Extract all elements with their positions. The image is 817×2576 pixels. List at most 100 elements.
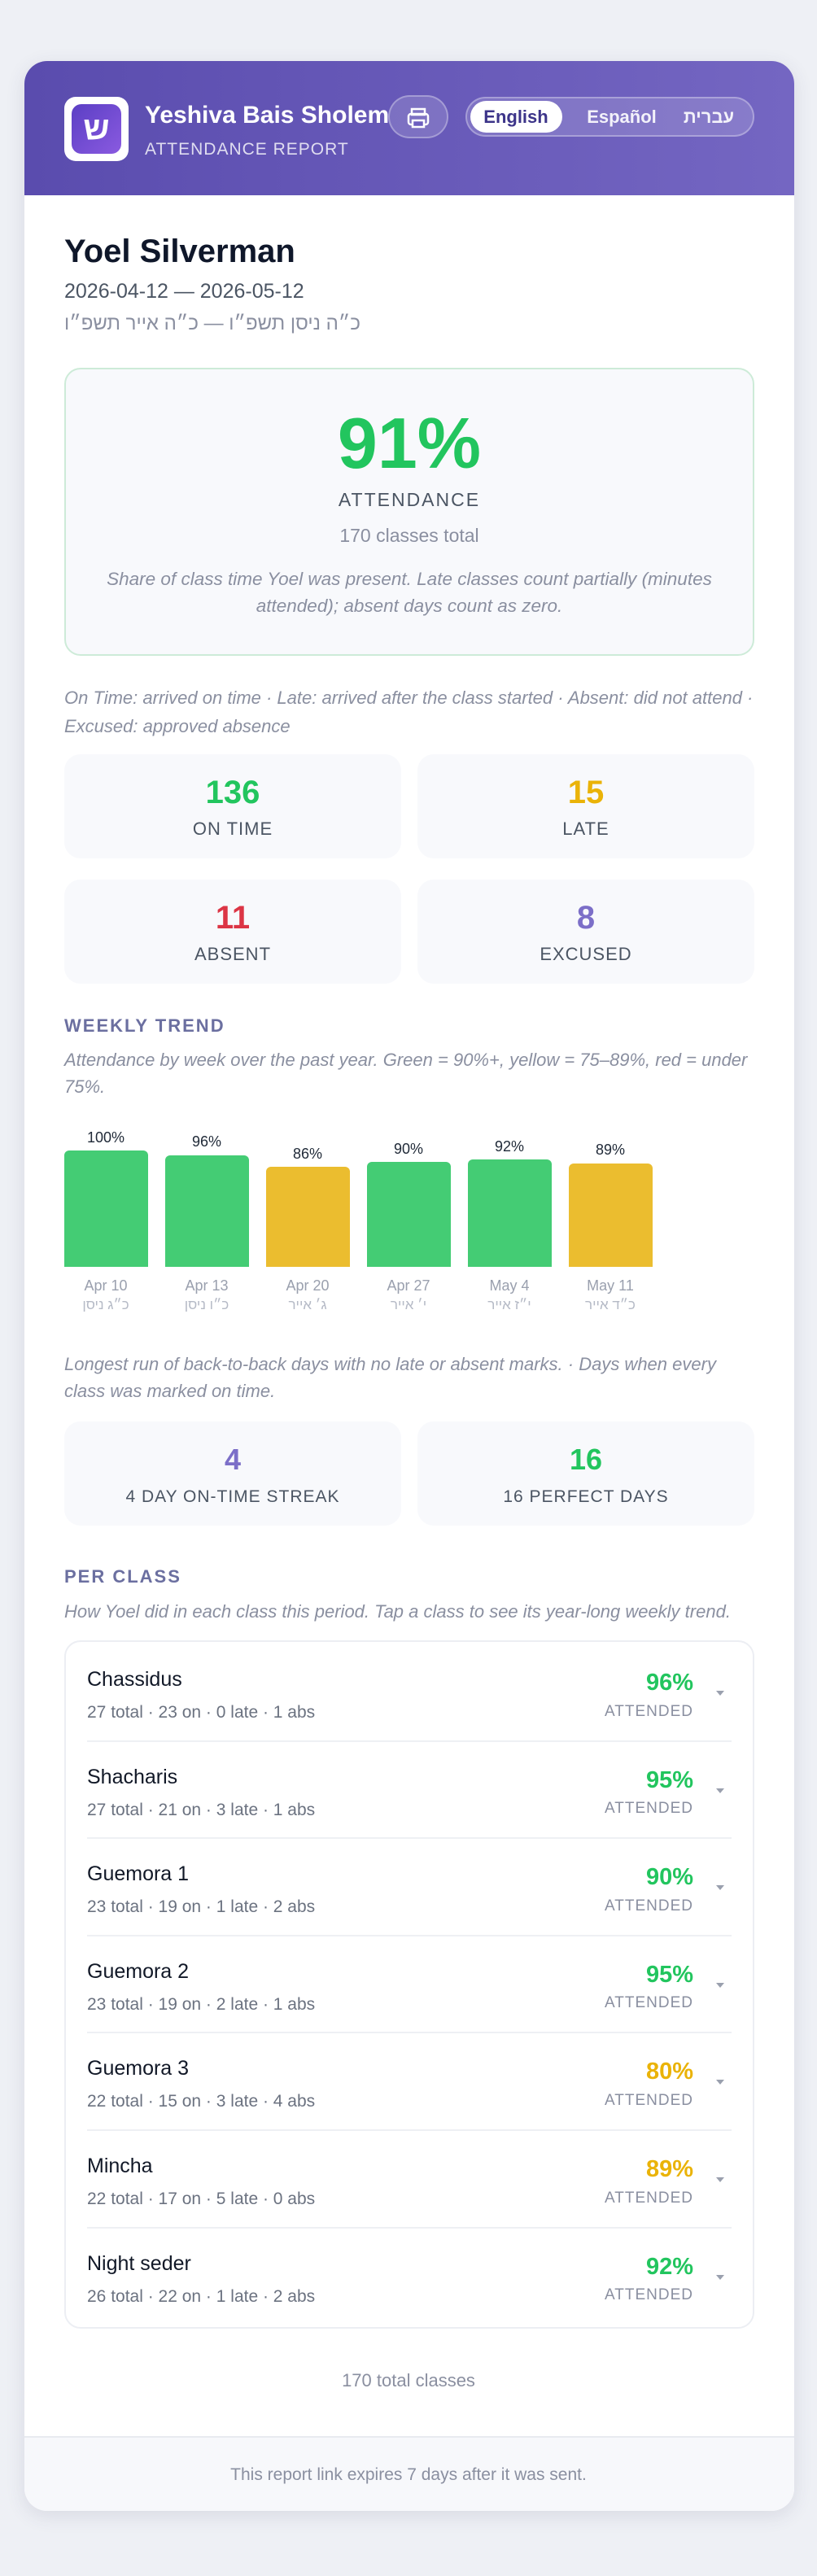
- class-list: [64, 1640, 754, 2329]
- stat-box: [417, 880, 754, 984]
- class-detail: 23 total · 19 on · 1 late · 2 abs: [87, 1897, 316, 1917]
- class-name: Guemora 3: [87, 2057, 190, 2080]
- bar-hebrew-label: כ״ג ניסן: [82, 1297, 129, 1312]
- stat-value: 8: [576, 900, 596, 936]
- header-title: Yeshiva Bais Sholem: [145, 101, 390, 129]
- row-divider: [87, 2032, 732, 2034]
- row-divider: [87, 1837, 732, 1840]
- class-name: Mincha: [87, 2155, 153, 2177]
- header-subtitle: ATTENDANCE REPORT: [145, 140, 349, 159]
- trend-bar: [468, 1159, 552, 1267]
- footer-text: This report link expires 7 days after it…: [230, 2465, 587, 2484]
- hebrew-date-range: כ״ה ניסן תשפ״ו — כ״ה אייר תשפ״ו: [64, 312, 360, 334]
- class-attended-label: ATTENDED: [605, 1800, 693, 1818]
- class-name: Shacharis: [87, 1765, 178, 1788]
- streak-value: 16: [569, 1443, 603, 1476]
- summary-percent: 91%: [337, 403, 482, 483]
- stat-value: 15: [567, 775, 605, 810]
- stat-label: ABSENT: [194, 943, 272, 964]
- stat-label: EXCUSED: [540, 943, 632, 964]
- class-attended-label: ATTENDED: [605, 2189, 693, 2207]
- student-name: Yoel Silverman: [64, 234, 295, 269]
- class-percent: 90%: [645, 1864, 693, 1891]
- chevron: [716, 1788, 724, 1793]
- class-name: Chassidus: [87, 1668, 182, 1691]
- bar-category-label: Apr 13: [185, 1277, 229, 1294]
- bar-value-label: 86%: [292, 1145, 323, 1162]
- summary-note: Share of class time Yoel was present. La…: [107, 569, 712, 616]
- chevron: [716, 2080, 724, 2085]
- class-percent: 95%: [645, 1766, 693, 1793]
- bar-value-label: 90%: [393, 1140, 424, 1157]
- summary-box: [64, 368, 754, 656]
- row-divider: [87, 2129, 732, 2131]
- class-attended-label: ATTENDED: [605, 2286, 693, 2304]
- bar-category-label: May 4: [489, 1277, 530, 1294]
- class-name: Guemora 1: [87, 1862, 190, 1886]
- print-button[interactable]: [388, 95, 448, 138]
- stat-label: LATE: [562, 818, 609, 839]
- class-attended-label: ATTENDED: [605, 1897, 693, 1915]
- chevron: [716, 1982, 724, 1988]
- language-option[interactable]: עברית: [683, 106, 735, 127]
- streak-box: [417, 1421, 754, 1526]
- trend-bar: [266, 1167, 350, 1267]
- stat-value: 136: [205, 775, 260, 810]
- language-active-pill: [470, 101, 562, 133]
- streak-note: Longest run of back-to-back days with no…: [64, 1354, 716, 1401]
- trend-bar: [165, 1155, 249, 1267]
- streak-box: [64, 1421, 401, 1526]
- class-attended-label: ATTENDED: [605, 1994, 693, 2012]
- section-subtitle: How Yoel did in each class this period. …: [64, 1600, 731, 1622]
- logo: ש: [64, 97, 129, 161]
- class-percent: 92%: [645, 2253, 693, 2280]
- chevron: [716, 1691, 724, 1696]
- print-icon: [407, 107, 430, 129]
- bar-value-label: 92%: [494, 1137, 525, 1155]
- stat-value: 11: [215, 900, 251, 936]
- summary-total: 170 classes total: [339, 524, 479, 546]
- class-name: Night seder: [87, 2251, 191, 2275]
- bar-hebrew-label: ג׳ אייר: [288, 1297, 327, 1312]
- section-title: WEEKLY TREND: [64, 1015, 225, 1036]
- bar-hebrew-label: י״ז אייר: [487, 1297, 531, 1312]
- total-classes: 170 total classes: [342, 2369, 475, 2390]
- class-attended-label: ATTENDED: [605, 1702, 693, 1720]
- legend-text: On Time: arrived on time · Late: arrived…: [64, 688, 754, 736]
- class-detail: 23 total · 19 on · 2 late · 1 abs: [87, 1994, 316, 2014]
- stat-label: ON TIME: [192, 818, 273, 839]
- section-subtitle: Attendance by week over the past year. G…: [64, 1050, 748, 1097]
- class-percent: 96%: [645, 1670, 693, 1696]
- stat-box: [64, 880, 401, 984]
- class-detail: 22 total · 17 on · 5 late · 0 abs: [87, 2190, 316, 2208]
- footer: [24, 2436, 794, 2511]
- date-range: 2026-04-12 — 2026-05-12: [64, 280, 304, 303]
- row-divider: [87, 1740, 732, 1742]
- streak-label: 4 DAY ON-TIME STREAK: [125, 1487, 340, 1506]
- streak-value: 4: [224, 1443, 242, 1476]
- logo-letter: ש: [72, 104, 121, 154]
- language-option[interactable]: English: [483, 106, 548, 127]
- bar-hebrew-label: כ״ו ניסן: [184, 1297, 229, 1312]
- class-detail: 27 total · 21 on · 3 late · 1 abs: [87, 1800, 316, 1819]
- class-percent: 80%: [645, 2059, 693, 2085]
- trend-bar: [569, 1163, 653, 1267]
- bar-hebrew-label: כ״ד אייר: [585, 1297, 636, 1312]
- bar-hebrew-label: י׳ אייר: [390, 1297, 427, 1312]
- trend-bar: [64, 1150, 148, 1267]
- language-option[interactable]: Español: [587, 106, 657, 127]
- bar-category-label: Apr 27: [387, 1277, 430, 1294]
- stat-box: [64, 754, 401, 858]
- trend-bar: [367, 1162, 451, 1267]
- class-detail: 22 total · 15 on · 3 late · 4 abs: [87, 2092, 316, 2111]
- chevron: [716, 1885, 724, 1891]
- bar-value-label: 96%: [191, 1133, 222, 1150]
- row-divider: [87, 2226, 732, 2229]
- row-divider: [87, 1934, 732, 1936]
- class-name: Guemora 2: [87, 1959, 190, 1983]
- chevron: [716, 2274, 724, 2280]
- class-detail: 26 total · 22 on · 1 late · 2 abs: [87, 2286, 316, 2306]
- bar-value-label: 89%: [595, 1142, 626, 1159]
- class-attended-label: ATTENDED: [605, 2091, 693, 2109]
